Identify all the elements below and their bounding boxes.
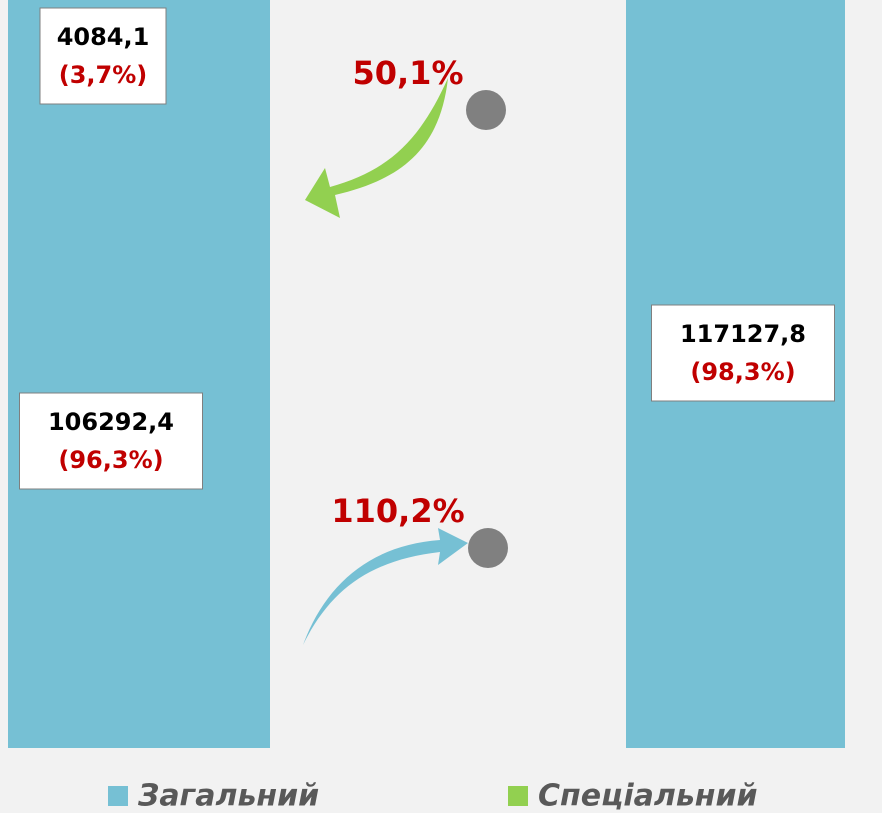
- legend-swatch: [108, 786, 128, 806]
- legend-label: Загальний: [137, 779, 319, 813]
- bar-segment: [8, 0, 270, 748]
- data-label: 106292,4: [48, 408, 174, 436]
- arrow-blue: [303, 528, 468, 645]
- annotation: 50,1%: [352, 54, 463, 92]
- legend-label: Спеціальний: [538, 779, 758, 813]
- data-label: 117127,8: [680, 320, 806, 348]
- data-label: 4084,1: [57, 23, 150, 51]
- label-box: [39, 7, 167, 105]
- label-box: [19, 392, 203, 490]
- label-box: [651, 304, 835, 402]
- dot: [468, 528, 508, 568]
- share-label: (3,7%): [59, 61, 148, 89]
- annotation: 110,2%: [331, 492, 464, 530]
- share-label: (98,3%): [690, 358, 795, 386]
- legend-swatch: [508, 786, 528, 806]
- arrow-green: [305, 78, 448, 218]
- dot: [466, 90, 506, 130]
- share-label: (96,3%): [58, 446, 163, 474]
